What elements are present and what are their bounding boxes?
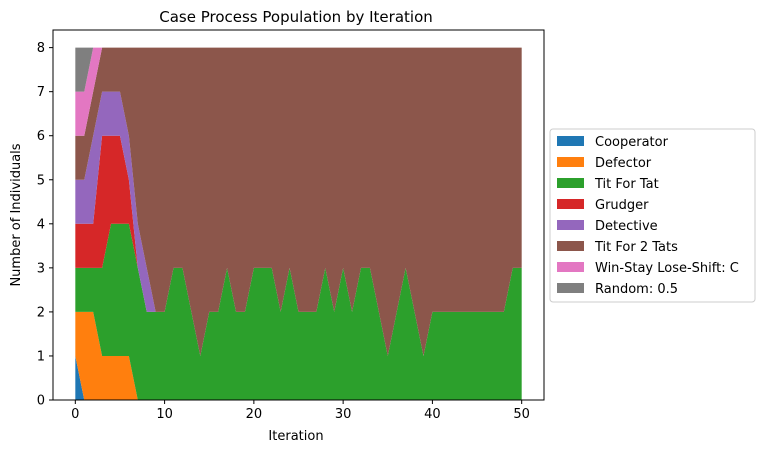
area-series-detective (75, 91, 522, 356)
y-tick-label: 7 (37, 85, 45, 100)
legend-swatch-detective (557, 220, 584, 230)
legend-frame (549, 128, 756, 303)
x-axis-label: Iteration (268, 429, 323, 444)
legend-label-detective: Detective (595, 219, 658, 234)
area-series-tit-for-2-tats (75, 47, 522, 356)
legend-label-tit-for-2-tats: Tit For 2 Tats (594, 240, 678, 255)
legend-label-defector: Defector (595, 156, 652, 171)
plot-frame (52, 29, 545, 401)
area-series-defector (75, 311, 522, 400)
y-tick-label: 2 (37, 305, 45, 320)
legend-label-random-0-5: Random: 0.5 (595, 282, 678, 297)
y-tick-label: 5 (37, 173, 45, 188)
y-tick-label: 6 (37, 129, 45, 144)
legend-label-cooperator: Cooperator (595, 135, 669, 150)
legend-label-tit-for-tat: Tit For Tat (594, 177, 659, 192)
x-tick-label: 0 (71, 407, 79, 422)
area-series-grudger (75, 135, 522, 356)
x-tick-label: 50 (513, 407, 530, 422)
x-tick-label: 30 (335, 407, 352, 422)
x-tick-label: 10 (156, 407, 173, 422)
y-axis-label: Number of Individuals (9, 143, 24, 286)
legend-label-win-stay-lose-shift-c: Win-Stay Lose-Shift: C (595, 261, 739, 276)
legend-swatch-cooperator (557, 136, 584, 146)
y-tick-label: 8 (37, 41, 45, 56)
x-tick-label: 40 (424, 407, 441, 422)
x-tick-label: 20 (246, 407, 263, 422)
chart-title: Case Process Population by Iteration (159, 8, 433, 26)
y-tick-label: 4 (37, 217, 45, 232)
y-axis-ticks: 0 1 2 3 4 5 6 7 8 (37, 41, 53, 409)
legend-swatch-random-0-5 (557, 283, 584, 293)
area-series-group (75, 47, 522, 400)
legend-swatch-tit-for-2-tats (557, 241, 584, 251)
area-series-tit-for-tat (75, 223, 522, 400)
legend-label-grudger: Grudger (595, 198, 649, 213)
x-axis-ticks: 0 10 20 30 40 50 (71, 400, 530, 422)
y-tick-label: 1 (37, 349, 45, 364)
y-tick-label: 0 (37, 394, 45, 409)
legend-swatch-tit-for-tat (557, 178, 584, 188)
legend-swatch-win-stay-lose-shift-c (557, 262, 584, 272)
legend-swatch-defector (557, 157, 584, 167)
legend-swatch-grudger (557, 199, 584, 209)
y-tick-label: 3 (37, 261, 45, 276)
legend: Cooperator Defector Tit For Tat Grudger Dete… (549, 128, 756, 303)
